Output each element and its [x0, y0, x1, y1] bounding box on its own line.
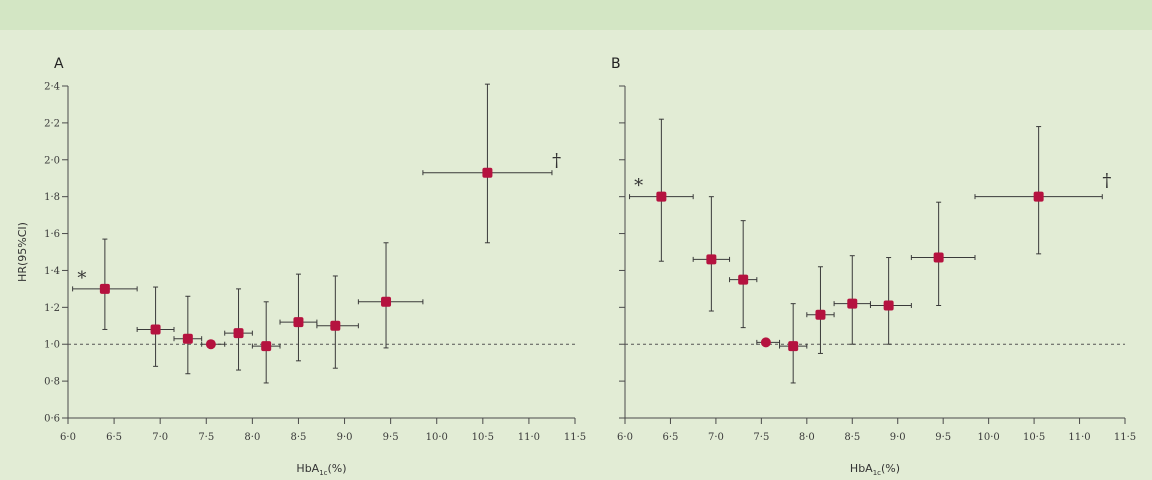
hr-marker — [99, 283, 110, 294]
y-tick-label-a: 1·8 — [44, 192, 60, 203]
data-point-b-9 — [910, 201, 976, 306]
data-point-b-2 — [692, 196, 731, 312]
x-axis-title-a-main: HbA — [296, 462, 319, 475]
annotation-b-1: * — [634, 176, 643, 197]
x-tick-label-b: 8·0 — [799, 432, 815, 443]
x-tick-label-a: 6·5 — [106, 432, 122, 443]
data-point-b-8 — [869, 257, 912, 345]
annotation-a-1: * — [77, 268, 86, 289]
hr-marker — [182, 333, 193, 344]
hr-marker — [847, 298, 858, 309]
y-tick-label-a: 0·6 — [44, 414, 60, 425]
y-tick-label-a: 1·6 — [44, 229, 60, 240]
hr-marker — [788, 341, 799, 352]
x-axis-title-b-unit: (%) — [881, 462, 900, 475]
data-point-b-4 — [756, 337, 781, 348]
x-axis-title-b-main: HbA — [850, 462, 873, 475]
data-point-b-6 — [806, 266, 835, 354]
x-tick-label-b: 8·5 — [844, 432, 860, 443]
x-tick-label-b: 11·0 — [1068, 432, 1090, 443]
hr-marker — [293, 317, 304, 328]
x-tick-label-b: 6·5 — [663, 432, 679, 443]
x-tick-label-b: 9·0 — [890, 432, 906, 443]
y-tick-label-a: 1·0 — [44, 340, 60, 351]
x-tick-label-a: 6·0 — [60, 432, 76, 443]
x-tick-label-b: 7·0 — [708, 432, 724, 443]
y-tick-label-a: 1·2 — [44, 303, 60, 314]
x-tick-label-a: 9·5 — [383, 432, 399, 443]
x-tick-label-a: 9·0 — [337, 432, 353, 443]
data-point-b-7 — [833, 255, 871, 345]
hr-marker — [233, 328, 244, 339]
hr-marker — [1033, 191, 1044, 202]
annotation-b-2: † — [1102, 170, 1111, 191]
annotation-a-2: † — [552, 150, 561, 171]
data-point-a-6 — [251, 301, 281, 384]
x-tick-label-b: 9·5 — [935, 432, 951, 443]
y-tick-label-a: 2·0 — [44, 155, 60, 166]
reference-marker — [205, 339, 216, 350]
hr-marker — [738, 274, 749, 285]
data-point-a-4 — [201, 339, 226, 350]
x-tick-label-a: 8·0 — [244, 432, 260, 443]
data-point-a-9 — [357, 242, 424, 349]
data-point-a-3 — [173, 295, 203, 375]
data-point-a-5 — [224, 288, 253, 371]
x-tick-label-a: 11·5 — [564, 432, 586, 443]
chart-panel-a: A HR(95%CI) HbA1c(%) 0·6 0·8 1·0 1·2 1·4 1·6 1… — [16, 56, 586, 477]
x-axis-title-b: HbA1c(%) — [850, 462, 900, 477]
y-tick-label-a: 2·4 — [44, 82, 60, 93]
hr-marker — [330, 320, 341, 331]
data-point-b-3 — [729, 220, 758, 329]
data-point-a-2 — [136, 286, 175, 367]
hr-marker — [656, 191, 667, 202]
y-tick-label-a: 1·4 — [44, 266, 60, 277]
x-tick-label-a: 7·5 — [198, 432, 214, 443]
top-band — [0, 0, 1152, 30]
chart-panel-b: B HbA1c(%) 6·0 6·5 7·0 7·5 8·0 8·5 9·0 9·5 10·0 1… — [611, 56, 1136, 477]
y-axis-title-a: HR(95%CI) — [16, 222, 29, 282]
panel-label-b: B — [611, 56, 621, 72]
x-axis-title-b-sub: 1c — [873, 469, 881, 477]
x-axis-title-a-unit: (%) — [328, 462, 347, 475]
hr-marker — [815, 309, 826, 320]
x-tick-label-b: 11·5 — [1114, 432, 1136, 443]
data-point-a-8 — [316, 275, 359, 369]
data-point-a-7 — [279, 273, 318, 362]
x-axis-title-a-sub: 1c — [319, 469, 327, 477]
hr-marker — [261, 341, 272, 352]
data-point-b-5 — [779, 303, 808, 384]
x-tick-label-a: 10·5 — [472, 432, 494, 443]
x-axis-title-a: HbA1c(%) — [296, 462, 346, 477]
data-point-a-10 — [422, 83, 553, 244]
hr-marker — [883, 300, 894, 311]
x-tick-label-b: 6·0 — [617, 432, 633, 443]
data-point-a-1 — [72, 238, 138, 330]
x-tick-label-b: 7·5 — [753, 432, 769, 443]
reference-marker — [760, 337, 771, 348]
x-tick-label-b: 10·5 — [1023, 432, 1045, 443]
hr-marker — [482, 167, 493, 178]
y-tick-label-a: 2·2 — [44, 118, 60, 129]
figure-panel — [8, 30, 1144, 480]
hr-marker — [706, 254, 717, 265]
x-tick-label-b: 10·0 — [978, 432, 1000, 443]
y-tick-label-a: 0·8 — [44, 377, 60, 388]
panel-label-a: A — [54, 56, 64, 72]
x-tick-label-a: 10·0 — [426, 432, 448, 443]
x-tick-label-a: 7·0 — [152, 432, 168, 443]
x-tick-label-a: 11·0 — [518, 432, 540, 443]
x-tick-label-a: 8·5 — [291, 432, 307, 443]
data-point-b-1 — [629, 118, 694, 262]
hr-marker — [381, 296, 392, 307]
data-point-b-10 — [974, 126, 1103, 255]
hr-marker — [150, 324, 161, 335]
hr-marker — [933, 252, 944, 263]
